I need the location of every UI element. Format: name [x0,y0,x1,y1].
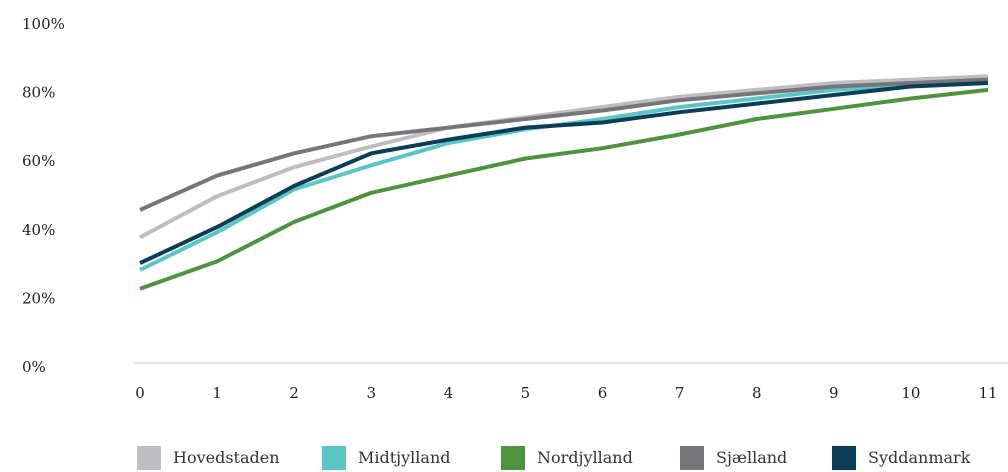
legend-label: Nordjylland [537,448,633,467]
legend-swatch [832,446,856,470]
x-tick-label: 0 [135,384,145,402]
legend-item: Nordjylland [501,446,633,470]
series-line-hovedstaden [139,74,989,240]
legend-label: Midtjylland [358,448,451,467]
legend-swatch [501,446,525,470]
x-axis-ticks: 0 1 2 3 4 5 6 7 8 9 10 11 [135,384,997,402]
x-tick-label: 6 [598,384,608,402]
legend-item: Sjælland [680,446,787,470]
legend-label: Hovedstaden [173,448,280,467]
x-tick-label: 7 [675,384,685,402]
x-tick-label: 9 [829,384,839,402]
y-tick-label: 40% [22,221,55,239]
series-line-syddanmark [139,81,989,265]
y-tick-label: 100% [22,15,65,33]
y-axis-ticks: 0% 20% 40% 60% 80% 100% [22,15,65,376]
legend-label: Syddanmark [868,448,971,467]
x-tick-label: 5 [521,384,531,402]
y-tick-label: 20% [22,289,55,307]
series-lines [139,74,989,291]
x-tick-label: 2 [289,384,299,402]
x-tick-label: 3 [366,384,376,402]
x-tick-label: 11 [978,384,997,402]
x-tick-label: 4 [444,384,454,402]
x-tick-label: 10 [901,384,920,402]
legend-swatch [680,446,704,470]
legend-item: Hovedstaden [137,446,280,470]
y-tick-label: 80% [22,84,55,102]
legend: Hovedstaden Midtjylland Nordjylland Sjællan… [137,446,971,470]
series-line-sj-lland [139,77,989,212]
x-tick-label: 1 [212,384,222,402]
legend-item: Midtjylland [322,446,451,470]
x-tick-label: 8 [752,384,762,402]
legend-item: Syddanmark [832,446,971,470]
y-tick-label: 60% [22,152,55,170]
y-tick-label: 0% [22,358,46,376]
legend-label: Sjælland [716,448,787,467]
legend-swatch [322,446,346,470]
series-line-nordjylland [139,87,989,291]
legend-swatch [137,446,161,470]
